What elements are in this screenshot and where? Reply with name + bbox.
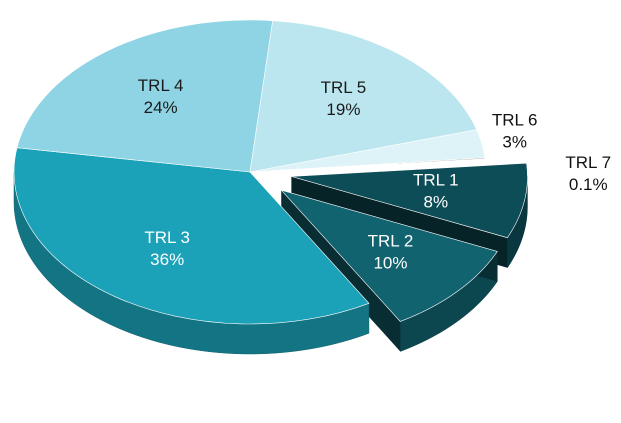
slice-value-label: 36% xyxy=(150,250,184,269)
slice-name: TRL 4 xyxy=(138,76,184,95)
slice-name: TRL 2 xyxy=(368,231,414,250)
slice xyxy=(280,189,498,322)
slice-name: TRL 6 xyxy=(492,111,538,130)
slice-value-label: 24% xyxy=(144,98,178,117)
slice xyxy=(249,20,478,173)
slice-value-label: 8% xyxy=(424,192,449,211)
slice xyxy=(16,19,274,173)
slice-value-label: 0.1% xyxy=(569,175,608,194)
slice xyxy=(249,157,486,173)
slice-name: TRL 3 xyxy=(144,228,190,247)
slice-name: TRL 7 xyxy=(565,153,611,172)
slice xyxy=(291,162,528,239)
slice-face xyxy=(281,190,401,352)
slice-value-label: 3% xyxy=(502,133,527,152)
slice-value-label: 19% xyxy=(326,100,360,119)
slice-tops xyxy=(13,19,528,325)
slice-name: TRL 5 xyxy=(321,78,367,97)
slice-name: TRL 1 xyxy=(413,170,459,189)
slice xyxy=(13,147,370,325)
slice-value-label: 10% xyxy=(373,253,407,272)
slice-labels: TRL 1 8% TRL 2 10% TRL 3 36% TRL 4 24% TRL 5 19% T… xyxy=(138,76,611,273)
